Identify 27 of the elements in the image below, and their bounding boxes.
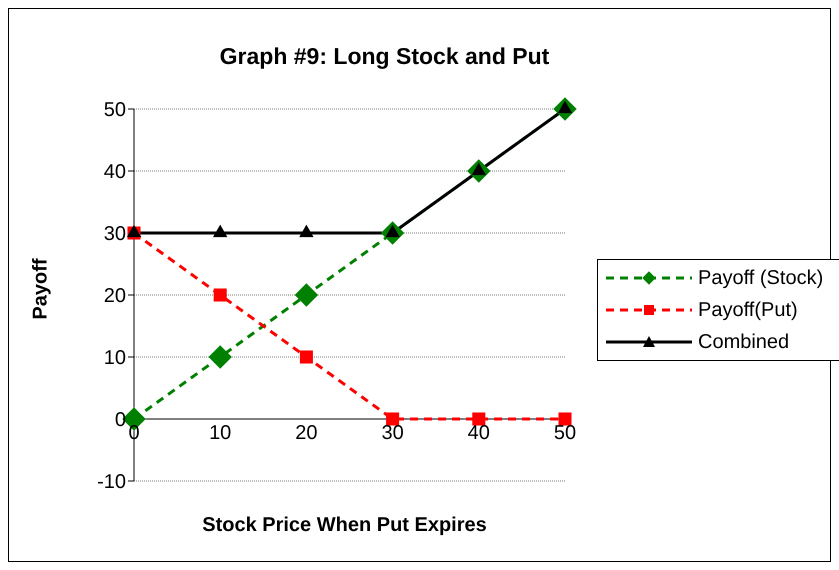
y-tick-label: 10 (104, 347, 126, 370)
legend-label: Payoff(Put) (698, 298, 798, 322)
point (299, 224, 314, 238)
legend-label: Payoff (Stock) (698, 266, 824, 290)
y-tick-label: 30 (104, 223, 126, 246)
point (558, 412, 572, 426)
point (294, 284, 318, 306)
point (208, 346, 232, 368)
point (300, 350, 313, 364)
x-tick-label: 20 (295, 422, 318, 444)
x-tick-label: 30 (381, 422, 404, 444)
chart-title: Graph #9: Long Stock and Put (218, 43, 550, 70)
x-tick-label: 50 (554, 422, 576, 444)
point (214, 288, 227, 302)
point (386, 412, 400, 426)
x-axis-title: Stock Price When Put Expires (201, 514, 488, 537)
y-tick-label: -10 (97, 471, 126, 494)
x-tick-label: 10 (209, 422, 232, 444)
point (212, 224, 228, 238)
point (472, 412, 486, 426)
point (126, 224, 142, 238)
y-tick-label: 20 (104, 285, 126, 308)
x-tick-label: 40 (468, 422, 490, 444)
y-axis-title: Payoff (30, 258, 52, 320)
y-tick-label: 40 (104, 161, 126, 184)
y-tick-label: 50 (104, 99, 126, 122)
legend-label: Combined (698, 330, 790, 354)
